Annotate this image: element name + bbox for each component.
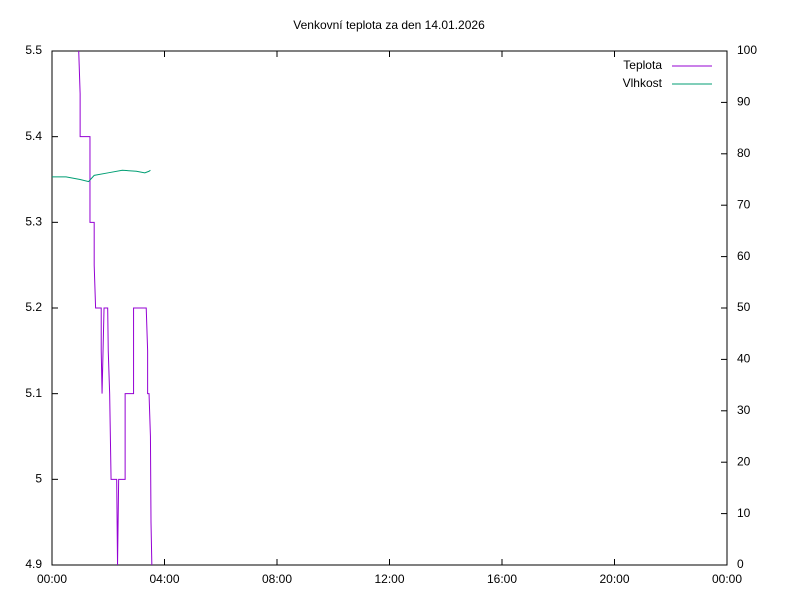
y2-tick-label: 90 — [737, 95, 751, 109]
x-tick-label: 00:00 — [712, 572, 742, 586]
y-tick-label: 5 — [35, 472, 42, 486]
x-tick-label: 16:00 — [487, 572, 517, 586]
legend-label: Teplota — [623, 58, 662, 72]
y2-tick-label: 100 — [737, 43, 757, 57]
y2-tick-label: 70 — [737, 197, 751, 211]
x-tick-label: 20:00 — [599, 572, 629, 586]
y-tick-label: 5.2 — [25, 300, 42, 314]
y2-tick-label: 20 — [737, 454, 751, 468]
plot-border — [51, 50, 728, 566]
y2-tick-label: 0 — [737, 557, 744, 571]
y-tick-label: 5.4 — [25, 129, 42, 143]
x-tick-label: 04:00 — [149, 572, 179, 586]
y2-tick-label: 10 — [737, 506, 751, 520]
y-tick-label: 5.1 — [25, 386, 42, 400]
y-tick-label: 5.5 — [25, 43, 42, 57]
y2-tick-label: 60 — [737, 249, 751, 263]
line-series — [52, 169, 151, 183]
x-tick-label: 00:00 — [37, 572, 67, 586]
plot-area — [52, 51, 153, 565]
y-tick-label: 5.3 — [25, 215, 42, 229]
y2-tick-label: 80 — [737, 146, 751, 160]
chart-title: Venkovní teplota za den 14.01.2026 — [293, 18, 485, 32]
y2-tick-label: 50 — [737, 300, 751, 314]
x-tick-label: 08:00 — [262, 572, 292, 586]
y2-tick-label: 40 — [737, 352, 751, 366]
line-series — [78, 51, 153, 565]
y2-tick-label: 30 — [737, 403, 751, 417]
x-tick-label: 12:00 — [374, 572, 404, 586]
legend-label: Vlhkost — [623, 76, 663, 90]
y-tick-label: 4.9 — [25, 557, 42, 571]
